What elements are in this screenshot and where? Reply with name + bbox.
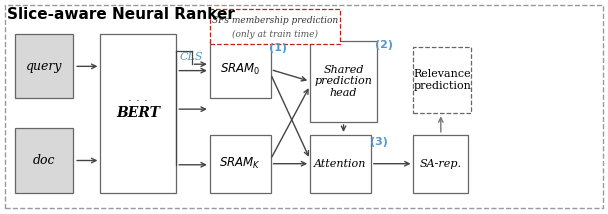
Text: Relevance
prediction: Relevance prediction: [413, 70, 471, 91]
Text: Shared
prediction
head: Shared prediction head: [314, 65, 373, 98]
Bar: [413, 135, 468, 193]
Text: query: query: [26, 60, 63, 73]
Text: · · ·: · · ·: [128, 95, 148, 108]
Text: (2): (2): [375, 40, 393, 50]
Bar: [310, 41, 377, 122]
Text: doc: doc: [33, 154, 55, 167]
Text: SFs membership prediction: SFs membership prediction: [212, 16, 338, 25]
Text: (only at train time): (only at train time): [232, 29, 318, 39]
Bar: [210, 135, 271, 193]
Bar: [100, 34, 176, 193]
Bar: [15, 128, 73, 193]
Text: CLS: CLS: [180, 52, 203, 62]
Text: $SRAM_K$: $SRAM_K$: [219, 156, 261, 171]
Bar: [15, 34, 73, 98]
Bar: [210, 9, 340, 44]
Text: (3): (3): [370, 137, 387, 147]
Text: (1): (1): [269, 43, 288, 53]
Text: BERT: BERT: [116, 106, 161, 120]
Text: Attention: Attention: [314, 159, 367, 169]
Bar: [310, 135, 371, 193]
Text: SA-rep.: SA-rep.: [420, 159, 462, 169]
Bar: [413, 47, 471, 113]
Bar: [210, 41, 271, 98]
Text: Slice-aware Neural Ranker: Slice-aware Neural Ranker: [7, 7, 235, 22]
Text: $SRAM_0$: $SRAM_0$: [220, 62, 260, 77]
